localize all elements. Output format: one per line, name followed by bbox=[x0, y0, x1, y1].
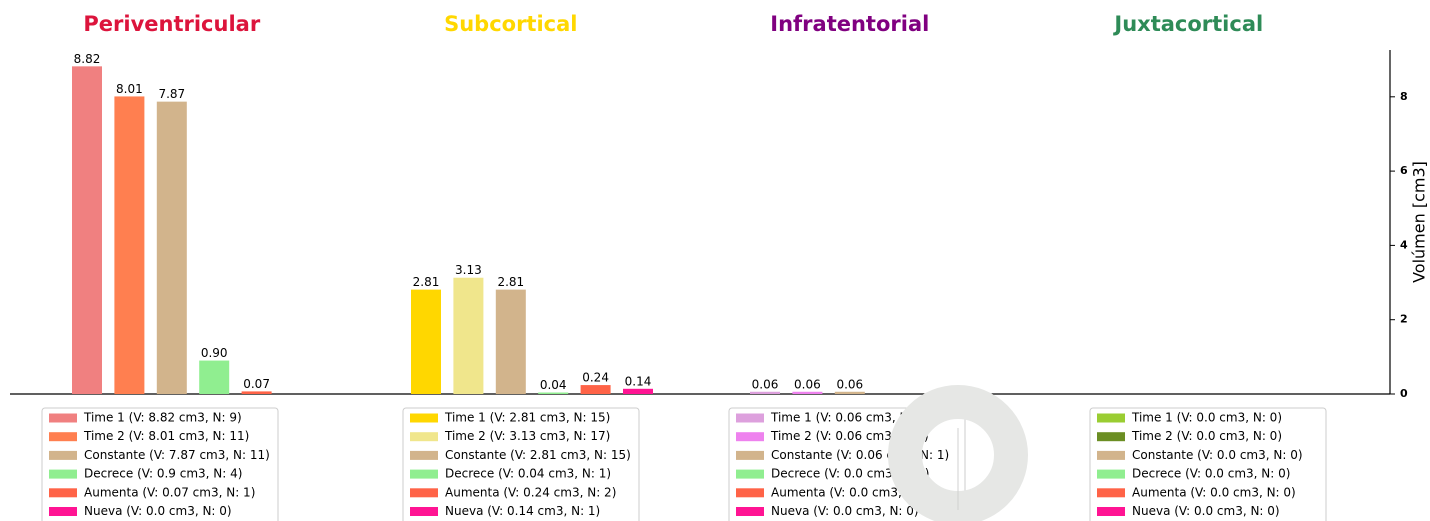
value-label: 0.06 bbox=[752, 377, 779, 391]
legend-label: Constante (V: 2.81 cm3, N: 15) bbox=[445, 448, 631, 462]
legend-label: Time 1 (V: 0.0 cm3, N: 0) bbox=[1131, 411, 1282, 425]
legend-swatch bbox=[49, 413, 77, 423]
legend-swatch bbox=[736, 488, 764, 498]
group-title: Infratentorial bbox=[770, 12, 929, 36]
bar bbox=[411, 289, 441, 394]
legend-label: Constante (V: 0.0 cm3, N: 0) bbox=[1132, 448, 1303, 462]
bar bbox=[834, 391, 865, 394]
legend-label: Time 2 (V: 3.13 cm3, N: 17) bbox=[444, 429, 610, 443]
legend-label: Time 2 (V: 8.01 cm3, N: 11) bbox=[83, 429, 249, 443]
y-axis-label: Volúmen [cm3] bbox=[1410, 161, 1429, 283]
bar bbox=[538, 392, 569, 394]
bar bbox=[580, 385, 611, 394]
bar bbox=[623, 388, 653, 394]
bar bbox=[199, 360, 230, 394]
group-title: Subcortical bbox=[444, 12, 577, 36]
y-tick-label: 0 bbox=[1400, 387, 1408, 400]
legend-label: Aumenta (V: 0.0 cm3, N: 0) bbox=[1132, 485, 1296, 499]
bar bbox=[453, 277, 484, 394]
legend-swatch bbox=[736, 450, 764, 460]
value-label: 8.82 bbox=[74, 52, 101, 66]
legend-label: Nueva (V: 0.14 cm3, N: 1) bbox=[445, 504, 600, 518]
bar bbox=[72, 66, 102, 394]
legend-swatch bbox=[736, 507, 764, 516]
y-tick-label: 4 bbox=[1400, 238, 1408, 251]
value-label: 3.13 bbox=[455, 263, 482, 277]
legend-label: Nueva (V: 0.0 cm3, N: 0) bbox=[84, 504, 232, 518]
bar bbox=[792, 391, 823, 394]
value-label: 0.04 bbox=[540, 378, 567, 392]
legend-swatch bbox=[1097, 469, 1125, 479]
group-title: Periventricular bbox=[83, 12, 260, 36]
legend-label: Time 2 (V: 0.0 cm3, N: 0) bbox=[1131, 429, 1282, 443]
legend-swatch bbox=[736, 413, 764, 423]
legend-box bbox=[1089, 407, 1327, 521]
legend-label: Time 2 (V: 0.06 cm3, N: 1) bbox=[770, 429, 929, 443]
legend-label: Nueva (V: 0.0 cm3, N: 0) bbox=[771, 504, 919, 518]
value-label: 8.01 bbox=[116, 82, 143, 96]
legend-swatch bbox=[1097, 507, 1125, 516]
value-label: 0.06 bbox=[836, 377, 863, 391]
y-tick-label: 6 bbox=[1400, 164, 1408, 177]
legend-swatch bbox=[410, 432, 438, 442]
legend-label: Time 1 (V: 0.06 cm3, N: 1) bbox=[770, 411, 929, 425]
legend-swatch bbox=[49, 469, 77, 479]
value-label: 0.90 bbox=[201, 346, 228, 360]
bar bbox=[114, 96, 145, 395]
value-label: 2.81 bbox=[413, 275, 440, 289]
legend-label: Nueva (V: 0.0 cm3, N: 0) bbox=[1132, 504, 1280, 518]
legend-label: Time 1 (V: 2.81 cm3, N: 15) bbox=[444, 411, 610, 425]
bar bbox=[241, 391, 272, 394]
legend-swatch bbox=[410, 450, 438, 460]
bar bbox=[750, 391, 780, 394]
legend-swatch bbox=[1097, 413, 1125, 423]
legend-swatch bbox=[736, 432, 764, 442]
legend-swatch bbox=[1097, 450, 1125, 460]
legend-swatch bbox=[49, 507, 77, 516]
value-label: 0.06 bbox=[794, 377, 821, 391]
legend-label: Aumenta (V: 0.0 cm3, N: 0) bbox=[771, 485, 935, 499]
legend-label: Time 1 (V: 8.82 cm3, N: 9) bbox=[83, 411, 242, 425]
legend-swatch bbox=[410, 413, 438, 423]
value-label: 7.87 bbox=[158, 87, 185, 101]
legend-swatch bbox=[49, 450, 77, 460]
legend-label: Decrece (V: 0.9 cm3, N: 4) bbox=[84, 467, 242, 481]
group-title: Juxtacortical bbox=[1112, 12, 1263, 36]
legend-swatch bbox=[49, 488, 77, 498]
legend-box bbox=[41, 407, 279, 521]
legend-swatch bbox=[410, 507, 438, 516]
legend-swatch bbox=[49, 432, 77, 442]
legend-label: Decrece (V: 0.04 cm3, N: 1) bbox=[445, 467, 611, 481]
y-tick-label: 2 bbox=[1400, 313, 1408, 326]
value-label: 0.24 bbox=[582, 371, 609, 385]
bar bbox=[156, 101, 187, 394]
legend-label: Decrece (V: 0.0 cm3, N: 0) bbox=[1132, 467, 1290, 481]
y-tick-label: 8 bbox=[1400, 90, 1408, 103]
legend-swatch bbox=[1097, 488, 1125, 498]
legend-label: Constante (V: 0.06 cm3, N: 1) bbox=[771, 448, 949, 462]
legend-label: Aumenta (V: 0.24 cm3, N: 2) bbox=[445, 485, 616, 499]
bar bbox=[495, 289, 526, 394]
value-label: 2.81 bbox=[497, 275, 524, 289]
legend-swatch bbox=[1097, 432, 1125, 442]
legend-label: Aumenta (V: 0.07 cm3, N: 1) bbox=[84, 485, 255, 499]
legend-box bbox=[402, 407, 640, 521]
legend-swatch bbox=[410, 469, 438, 479]
legend-swatch bbox=[410, 488, 438, 498]
value-label: 0.07 bbox=[243, 377, 270, 391]
legend-label: Constante (V: 7.87 cm3, N: 11) bbox=[84, 448, 270, 462]
legend-swatch bbox=[736, 469, 764, 479]
value-label: 0.14 bbox=[625, 374, 652, 388]
